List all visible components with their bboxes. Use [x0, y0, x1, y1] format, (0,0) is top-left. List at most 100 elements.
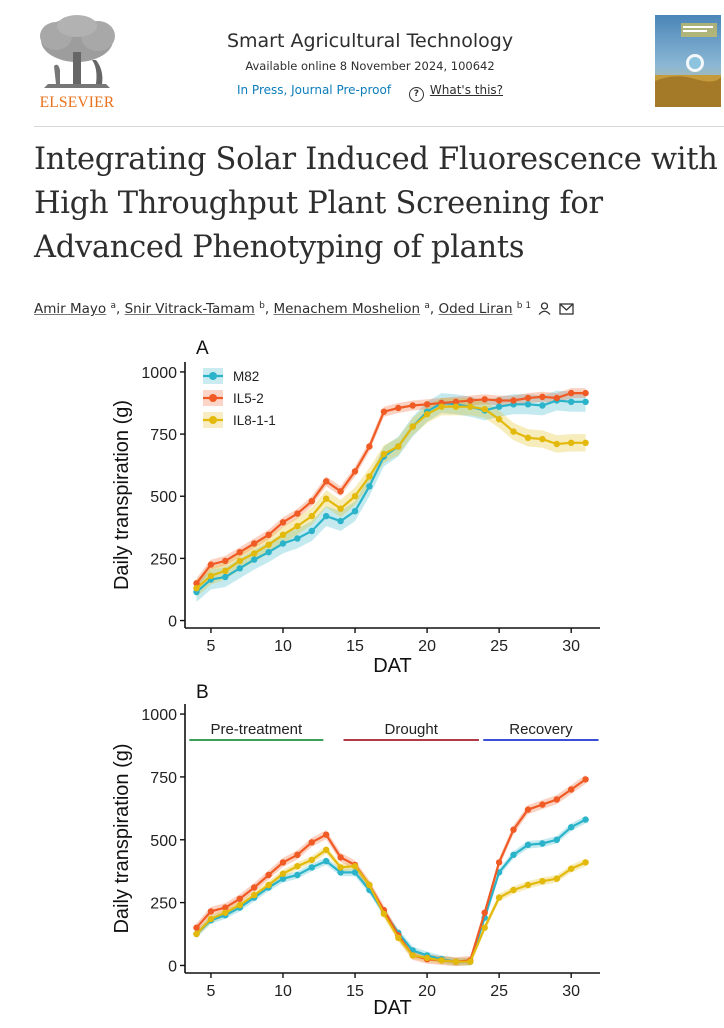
data-point	[524, 434, 532, 441]
data-point	[539, 393, 546, 400]
person-icon[interactable]	[538, 301, 551, 321]
data-point	[265, 541, 272, 548]
data-point	[568, 824, 575, 831]
data-point	[222, 904, 229, 911]
data-point	[539, 435, 546, 443]
data-point	[193, 924, 200, 931]
data-point	[251, 550, 258, 557]
journal-preproof-link[interactable]: In Press, Journal Pre-proof	[236, 83, 392, 97]
author-affiliation[interactable]: b	[259, 301, 265, 311]
series-line-il8-1-1	[195, 848, 587, 963]
series-band-il8-1-1	[196, 846, 586, 966]
mail-icon[interactable]	[559, 301, 574, 321]
data-point	[251, 556, 258, 563]
data-point	[251, 884, 258, 891]
y-tick-label: 750	[150, 770, 177, 787]
legend-key-dot	[209, 416, 217, 424]
author-name[interactable]: Menachem Moshelion	[273, 301, 421, 317]
data-point	[553, 440, 560, 448]
data-point	[582, 389, 589, 397]
data-point	[294, 871, 301, 879]
data-point	[423, 954, 431, 962]
series-band-m82	[196, 390, 586, 602]
y-tick-label: 250	[150, 551, 177, 568]
data-point	[236, 549, 243, 556]
data-point	[380, 450, 388, 458]
journal-cover-image[interactable]	[655, 15, 721, 107]
chart-panel-a: A 0 250 500 750 1000 5 10 15 20 25 30 DAT Daily trans…	[111, 338, 600, 677]
data-point	[193, 580, 200, 587]
author-affiliation[interactable]: b 1	[516, 301, 532, 311]
data-point	[222, 573, 229, 581]
data-point	[337, 864, 344, 871]
y-tick-label: 1000	[141, 365, 177, 382]
data-point	[351, 493, 359, 500]
data-point	[308, 864, 315, 871]
y-tick-label: 0	[168, 958, 177, 975]
data-point	[395, 404, 402, 412]
x-tick-label: 30	[562, 638, 580, 655]
x-tick-label: 10	[274, 638, 292, 655]
data-point	[308, 856, 315, 864]
data-point	[568, 389, 575, 397]
data-point	[539, 840, 546, 847]
data-point	[279, 859, 287, 866]
data-point	[294, 535, 301, 542]
data-point	[337, 517, 344, 525]
data-point	[481, 924, 488, 931]
data-point	[481, 396, 488, 403]
whats-this-link[interactable]: What's this?	[429, 83, 504, 97]
phase-label: Pre-treatment	[210, 721, 303, 738]
data-point	[582, 859, 589, 866]
data-point	[481, 406, 488, 413]
data-point	[251, 540, 258, 547]
y-tick-label: 0	[168, 614, 177, 631]
author-name[interactable]: Oded Liran	[438, 301, 513, 317]
y-axis-title: Daily transpiration (g)	[111, 743, 133, 933]
data-point	[207, 572, 215, 579]
data-point	[582, 816, 589, 823]
data-point	[265, 531, 272, 538]
data-point	[438, 403, 445, 410]
data-point	[524, 841, 532, 848]
data-point	[337, 505, 344, 512]
journal-title[interactable]: Smart Agricultural Technology	[226, 30, 514, 52]
data-point	[395, 443, 402, 450]
help-circle-icon[interactable]: ?	[408, 87, 424, 102]
elsevier-logo[interactable]: ELSEVIER	[34, 14, 120, 112]
data-point	[582, 776, 589, 783]
data-point	[467, 397, 474, 404]
data-point	[423, 411, 431, 418]
data-point	[337, 869, 344, 876]
elsevier-logo-text: ELSEVIER	[39, 94, 115, 111]
data-point	[265, 549, 272, 556]
phase-label: Recovery	[509, 721, 573, 738]
data-point	[279, 519, 287, 526]
author-name[interactable]: Snir Vitrack-Tamam	[124, 301, 255, 317]
author-affiliation[interactable]: a	[110, 301, 116, 311]
data-point	[495, 416, 503, 423]
data-point	[323, 831, 330, 838]
data-point	[495, 397, 503, 404]
data-point	[193, 585, 200, 592]
data-point	[366, 483, 373, 490]
data-point	[236, 895, 243, 902]
data-point	[467, 958, 474, 965]
series-line-il5-2	[195, 391, 586, 584]
data-point	[409, 402, 416, 409]
data-point	[539, 878, 546, 885]
data-point	[222, 909, 229, 916]
x-tick-label: 15	[346, 983, 364, 1000]
author-affiliation[interactable]: a	[424, 301, 430, 311]
data-point	[207, 561, 215, 568]
data-point	[193, 930, 200, 938]
data-point	[495, 403, 503, 410]
data-point	[510, 428, 517, 435]
series-band-il5-2	[196, 774, 586, 967]
author-name[interactable]: Amir Mayo	[34, 301, 107, 317]
author-separator: ,	[429, 301, 435, 317]
data-point	[294, 522, 301, 530]
data-point	[495, 894, 503, 901]
chart-panel-b: B 0 250 500 750 1000 5 10 15 20 25 30 DAT Daily trans…	[111, 682, 600, 1019]
